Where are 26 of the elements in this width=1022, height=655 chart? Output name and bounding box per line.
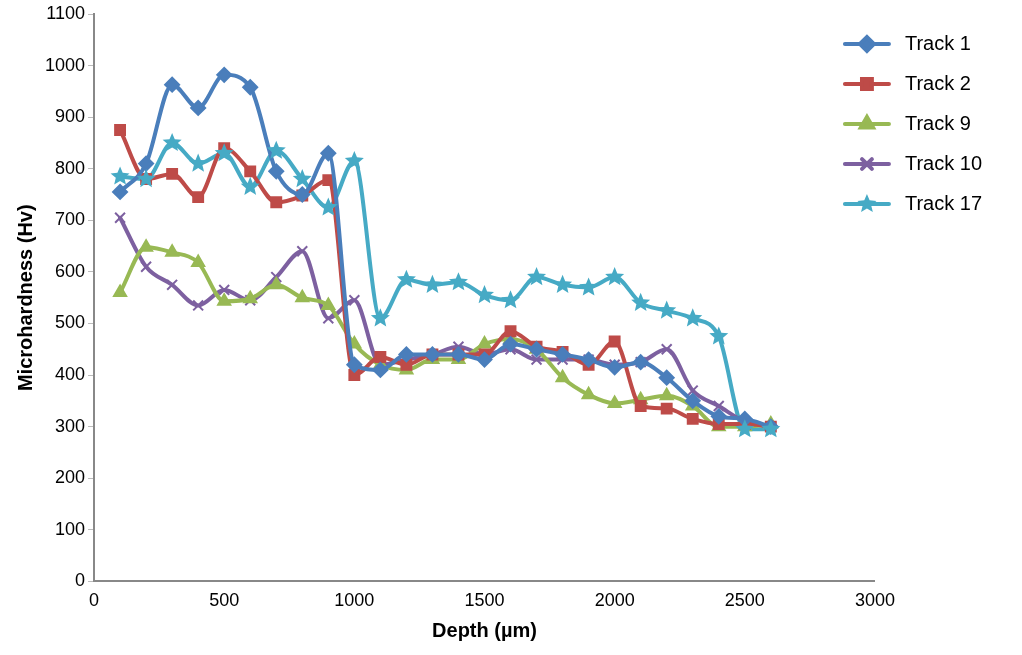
y-tick-label: 1000 — [45, 54, 86, 75]
y-tick-label: 500 — [55, 312, 86, 333]
x-axis-title: Depth (µm) — [432, 618, 537, 641]
y-tick-label: 400 — [55, 364, 86, 385]
y-tick-label: 100 — [55, 518, 86, 539]
legend-label: Track 17 — [904, 191, 982, 214]
y-tick-label: 900 — [55, 106, 86, 127]
x-tick-label: 2000 — [594, 590, 635, 611]
y-tick-label: 800 — [55, 157, 86, 178]
y-tick-label: 1100 — [46, 2, 86, 23]
x-tick-label: 1500 — [464, 590, 505, 611]
y-tick-label: 200 — [55, 467, 86, 488]
y-axis-title: Microhardness (Hv) — [13, 204, 36, 392]
x-tick-label: 2500 — [724, 590, 765, 611]
legend-label: Track 1 — [904, 31, 971, 54]
y-tick-label: 600 — [55, 260, 86, 281]
y-tick-label: 300 — [55, 415, 86, 436]
y-tick-label: 0 — [75, 570, 86, 591]
legend-label: Track 9 — [904, 111, 971, 134]
x-tick-label: 500 — [209, 590, 240, 611]
legend-label: Track 2 — [904, 71, 971, 94]
legend-label: Track 10 — [904, 151, 982, 174]
x-tick-label: 1000 — [334, 590, 375, 611]
y-tick-label: 700 — [55, 209, 86, 230]
x-tick-label: 0 — [89, 590, 100, 611]
x-tick-label: 3000 — [854, 590, 895, 611]
